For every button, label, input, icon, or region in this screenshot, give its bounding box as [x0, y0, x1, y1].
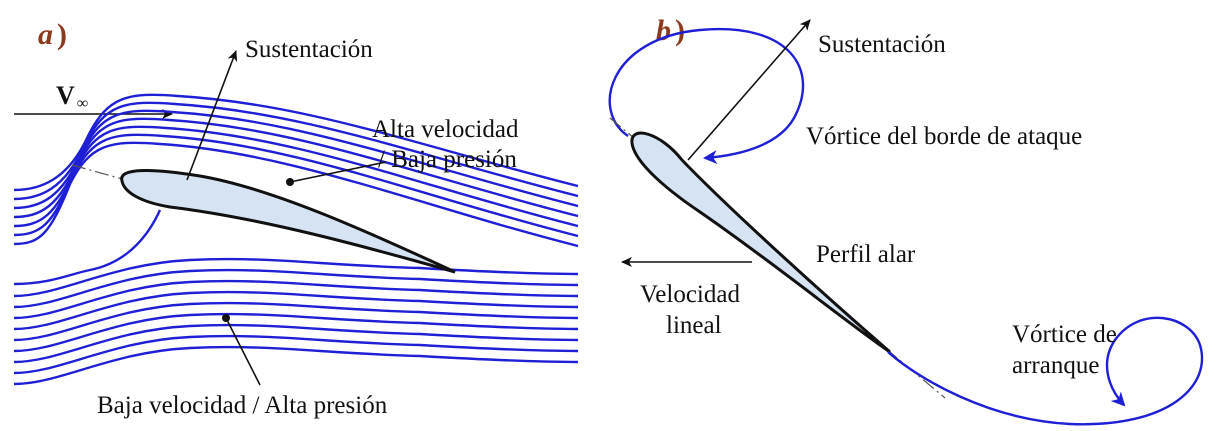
upper-streamline — [13, 101, 579, 201]
lift-arrow-a — [186, 50, 238, 181]
panel-a: a) V ∞ Sustentación Alta velocidad / Baja… — [13, 18, 579, 419]
lift-label-b: Sustentación — [818, 31, 946, 58]
lift-label-a: Sustentación — [245, 36, 373, 63]
upper-streamline — [13, 117, 579, 219]
upper-leader-dot — [286, 178, 294, 186]
lower-streamline — [13, 301, 579, 342]
lower-streamline — [13, 268, 579, 309]
lower-leader-dot — [222, 314, 230, 322]
starting-vortex-label-line1: Vórtice de — [1012, 321, 1117, 348]
upper-streamline — [13, 141, 579, 248]
airfoil-label: Perfil alar — [816, 241, 916, 268]
upper-leader — [289, 161, 387, 183]
panel-a-label: a) — [38, 18, 67, 51]
lower-surface-label: Baja velocidad / Alta presión — [97, 392, 388, 419]
airfoil-b — [630, 131, 891, 354]
velocity-label-line1: Velocidad — [640, 281, 740, 308]
panel-b-label: b) — [656, 14, 685, 47]
lower-streamline — [13, 312, 579, 353]
upper-streamline — [13, 109, 579, 210]
leading-vortex-label: Vórtice del borde de ataque — [806, 123, 1082, 150]
lower-streamline — [13, 290, 579, 331]
starting-vortex-label-line2: arranque — [1012, 352, 1099, 379]
panel-b: b) Sustentación Vórtice del borde de ata… — [608, 14, 1204, 426]
freestream-symbol: V ∞ — [56, 81, 88, 112]
upper-surface-label-line2: / Baja presión — [378, 146, 517, 173]
lower-streamline — [13, 334, 579, 375]
airfoil-a — [120, 169, 456, 274]
lower-streamline — [13, 345, 579, 386]
lift-arrow-b — [687, 19, 811, 161]
lower-streamline — [13, 279, 579, 320]
upper-surface-label-line1: Alta velocidad — [372, 116, 519, 143]
upper-streamline — [13, 125, 579, 228]
stagnation-streamline — [13, 209, 162, 286]
leading-edge-vortex — [608, 27, 805, 165]
lower-streamline — [13, 257, 579, 298]
velocity-label-line2: lineal — [666, 312, 722, 339]
lower-leader — [225, 317, 261, 386]
starting-vortex — [887, 316, 1204, 426]
lower-streamline — [13, 323, 579, 364]
upper-streamline — [13, 133, 579, 238]
upper-streamline — [13, 93, 579, 192]
streamlines — [13, 93, 579, 386]
